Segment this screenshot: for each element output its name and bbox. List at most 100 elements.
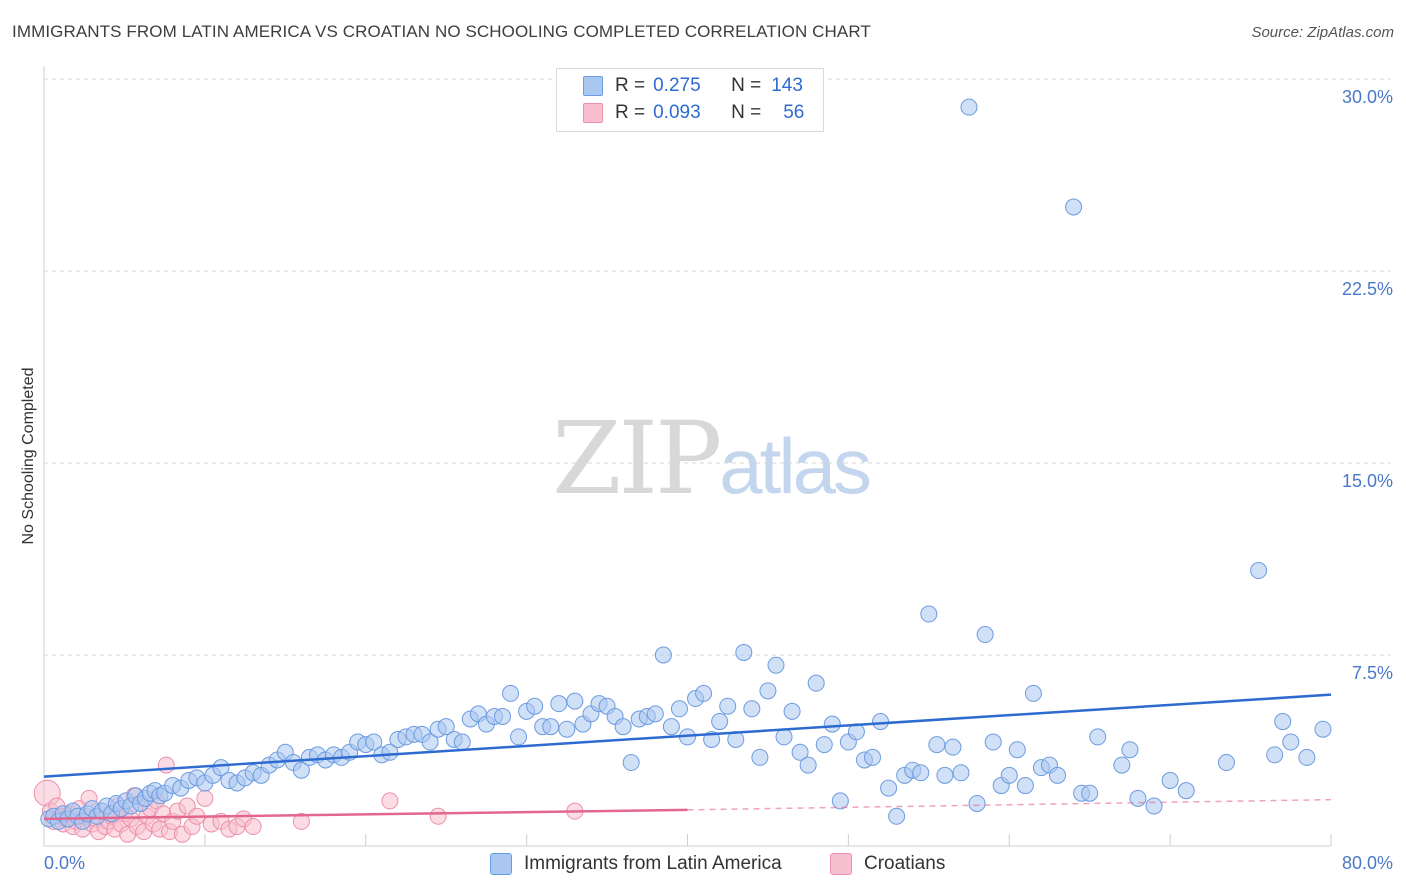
- data-point-croatians: [429, 807, 447, 825]
- data-point-latin-america: [968, 794, 986, 812]
- bottom-legend-croatians: Croatians: [830, 851, 945, 877]
- data-point-latin-america: [735, 643, 753, 661]
- data-point-latin-america: [670, 700, 688, 718]
- latin-america-points: [40, 98, 1332, 830]
- trend-line-latin-america: [43, 693, 1332, 778]
- data-point-latin-america: [1250, 562, 1268, 580]
- bottom-legend-swatch-pink: [830, 853, 852, 875]
- y-tick-label: 30.0%: [1342, 87, 1393, 107]
- data-point-latin-america: [493, 707, 511, 725]
- data-point-latin-america: [695, 684, 713, 702]
- data-point-latin-america: [1081, 784, 1099, 802]
- data-point-latin-america: [526, 697, 544, 715]
- data-point-latin-america: [1298, 748, 1316, 766]
- data-point-latin-america: [864, 748, 882, 766]
- data-point-latin-america: [1314, 720, 1332, 738]
- data-point-latin-america: [622, 754, 640, 772]
- data-point-latin-america: [799, 756, 817, 774]
- data-point-latin-america: [928, 736, 946, 754]
- data-point-latin-america: [654, 646, 672, 664]
- source-label: Source: ZipAtlas.com: [1251, 24, 1394, 41]
- data-point-latin-america: [888, 807, 906, 825]
- data-point-latin-america: [381, 743, 399, 761]
- stats-legend: R = 0.275 N = 143 R = 0.093 N = 56: [556, 68, 824, 132]
- legend-row-latin-america: R = 0.275 N = 143: [557, 73, 803, 99]
- chart-title: IMMIGRANTS FROM LATIN AMERICA VS CROATIA…: [12, 22, 871, 41]
- legend-n-value: 143: [771, 75, 803, 96]
- data-point-latin-america: [767, 656, 785, 674]
- data-point-latin-america: [646, 705, 664, 723]
- data-point-latin-america: [719, 697, 737, 715]
- y-tick-labels: 7.5% 15.0% 22.5% 30.0%: [1342, 87, 1393, 683]
- data-point-latin-america: [872, 713, 890, 731]
- legend-n-label: N =: [731, 75, 762, 96]
- trend-line-croatians-extrapolated: [687, 798, 1332, 811]
- x-tick-marks: [204, 834, 1332, 846]
- data-point-latin-america: [920, 605, 938, 623]
- data-point-latin-america: [976, 626, 994, 644]
- legend-swatch-pink: [583, 103, 603, 123]
- watermark-atlas: atlas: [719, 422, 872, 510]
- data-point-latin-america: [1000, 766, 1018, 784]
- data-point-latin-america: [1145, 797, 1163, 815]
- data-point-latin-america: [1177, 782, 1195, 800]
- data-point-latin-america: [550, 695, 568, 713]
- data-point-latin-america: [880, 779, 898, 797]
- data-point-latin-america: [510, 728, 528, 746]
- data-point-latin-america: [1065, 198, 1083, 216]
- bottom-legend-label: Croatians: [864, 853, 946, 874]
- data-point-latin-america: [960, 98, 978, 116]
- trend-line-croatians: [43, 808, 688, 821]
- data-point-croatians: [157, 756, 175, 774]
- data-point-latin-america: [831, 792, 849, 810]
- legend-r-value: 0.275: [653, 75, 701, 96]
- data-point-latin-america: [558, 720, 576, 738]
- y-tick-label: 15.0%: [1342, 471, 1393, 491]
- y-tick-label: 22.5%: [1342, 279, 1393, 299]
- data-point-latin-america: [1024, 684, 1042, 702]
- legend-r-label: R =: [615, 75, 646, 96]
- data-point-latin-america: [292, 761, 310, 779]
- data-point-latin-america: [1121, 741, 1139, 759]
- data-point-latin-america: [791, 743, 809, 761]
- x-tick-label-min: 0.0%: [44, 853, 85, 873]
- data-point-latin-america: [783, 702, 801, 720]
- data-point-latin-america: [566, 692, 584, 710]
- bottom-legend-latin-america: Immigrants from Latin America: [490, 851, 782, 877]
- legend-n-label: N =: [731, 102, 762, 123]
- y-axis-label: No Schooling Completed: [20, 368, 37, 545]
- data-point-latin-america: [984, 733, 1002, 751]
- legend-swatch-blue: [583, 76, 603, 96]
- watermark-zip: ZIP: [552, 400, 722, 517]
- data-point-latin-america: [711, 713, 729, 731]
- data-point-latin-america: [1089, 728, 1107, 746]
- data-point-latin-america: [1282, 733, 1300, 751]
- data-point-latin-america: [815, 736, 833, 754]
- data-point-latin-america: [1049, 766, 1067, 784]
- x-tick-label-max: 80.0%: [1342, 853, 1393, 873]
- data-point-latin-america: [1161, 771, 1179, 789]
- watermark: ZIPatlas: [552, 400, 872, 517]
- data-point-latin-america: [807, 674, 825, 692]
- data-point-latin-america: [1266, 746, 1284, 764]
- data-point-latin-america: [944, 738, 962, 756]
- data-point-latin-america: [775, 728, 793, 746]
- data-point-croatians: [292, 812, 310, 830]
- trend-lines: [43, 693, 1332, 821]
- bottom-legend-label: Immigrants from Latin America: [524, 853, 782, 874]
- data-point-latin-america: [1113, 756, 1131, 774]
- data-point-latin-america: [936, 766, 954, 784]
- data-point-latin-america: [759, 682, 777, 700]
- bottom-legend-swatch-blue: [490, 853, 512, 875]
- data-point-croatians: [196, 789, 214, 807]
- legend-row-croatians: R = 0.093 N = 56: [557, 100, 804, 126]
- data-point-latin-america: [437, 718, 455, 736]
- data-point-latin-america: [952, 764, 970, 782]
- legend-r-value: 0.093: [653, 102, 701, 123]
- data-point-latin-america: [743, 700, 761, 718]
- data-point-latin-america: [614, 718, 632, 736]
- data-point-latin-america: [453, 733, 471, 751]
- data-point-latin-america: [421, 733, 439, 751]
- data-point-latin-america: [1008, 741, 1026, 759]
